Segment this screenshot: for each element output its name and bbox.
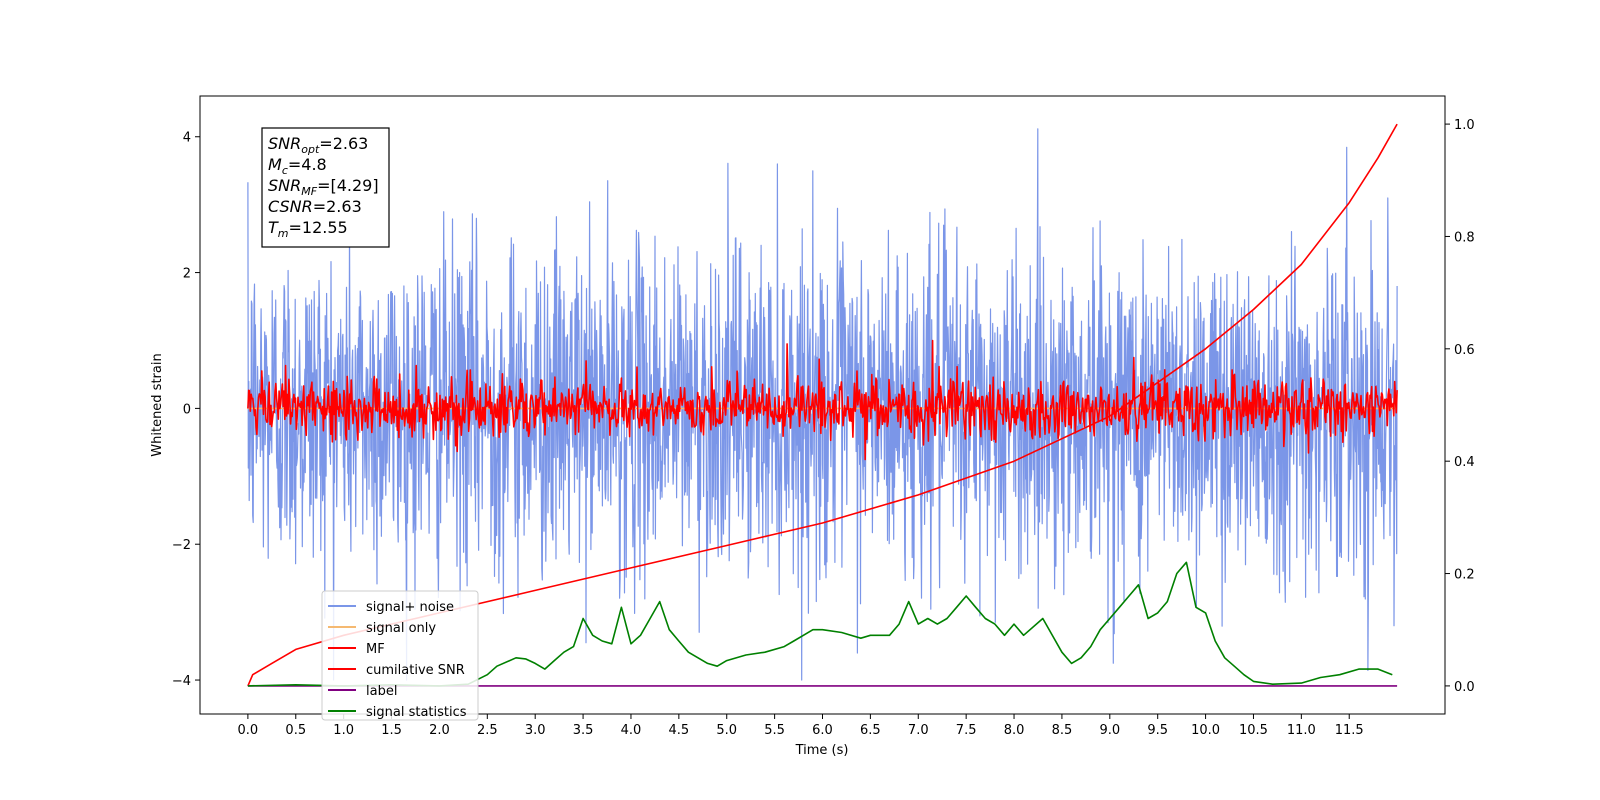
x-tick-label: 6.0: [812, 723, 833, 738]
legend-label: label: [366, 684, 397, 699]
x-tick-label: 0.5: [285, 723, 306, 738]
x-tick-label: 1.0: [333, 723, 354, 738]
y-left-tick-label: 2: [183, 267, 191, 282]
legend-frame: [321, 590, 479, 721]
annotation-line: SNRopt=2.63: [268, 134, 368, 156]
legend-items: signal+ noise signal only MF cumilative SNR…: [328, 600, 467, 720]
y-right-tick-label: 1.0: [1454, 118, 1475, 133]
x-axis: 0.0 0.5 1.0 1.5 2.0 2.5 3.0 3.5 4.0 4.5 5.0 5.5 6.0 6…: [238, 714, 1364, 738]
annotation-frame: [261, 127, 390, 248]
y-left-tick-label: 0: [183, 402, 191, 417]
x-tick-label: 10.5: [1239, 723, 1268, 738]
annotation-line: Tm=12.55: [268, 218, 348, 240]
legend-label: signal statistics: [366, 705, 467, 720]
x-tick-label: 1.5: [381, 723, 402, 738]
y-axis-left-label: Whitened strain: [150, 353, 165, 456]
series-line-signal-statistics: [247, 561, 1393, 687]
x-tick-label: 10.0: [1191, 723, 1220, 738]
annotation-line: Mc=4.8: [268, 155, 327, 177]
x-tick-label: 6.5: [860, 723, 881, 738]
x-tick-label: 4.5: [669, 723, 690, 738]
series-line-cumilative-snr: [247, 123, 1398, 687]
x-tick-label: 3.0: [525, 723, 546, 738]
y-right-tick-label: 0.6: [1454, 343, 1475, 358]
y-right-tick-label: 0.8: [1454, 230, 1475, 245]
y-right-tick-label: 0.2: [1454, 568, 1475, 583]
series-layer: [247, 123, 1398, 687]
x-tick-label: 2.0: [429, 723, 450, 738]
legend-label: signal+ noise: [366, 600, 454, 615]
y-axis-left: −4 −2 0 2 4: [172, 131, 200, 689]
annotation-line: SNRMF=[4.29]: [268, 176, 379, 198]
x-tick-label: 0.0: [238, 723, 259, 738]
x-tick-label: 5.5: [764, 723, 785, 738]
x-tick-label: 3.5: [573, 723, 594, 738]
x-tick-label: 9.0: [1099, 723, 1120, 738]
y-left-tick-label: −2: [172, 538, 191, 553]
y-left-tick-label: −4: [172, 674, 191, 689]
x-tick-label: 5.0: [716, 723, 737, 738]
y-right-tick-label: 0.0: [1454, 680, 1475, 695]
y-axis-right: 0.0 0.2 0.4 0.6 0.8 1.0: [1445, 118, 1475, 695]
legend-label: cumilative SNR: [366, 663, 465, 678]
x-tick-label: 11.5: [1335, 723, 1364, 738]
annotation-line: CSNR=2.63: [268, 197, 362, 216]
y-right-tick-label: 0.4: [1454, 455, 1475, 470]
legend-label: MF: [366, 642, 385, 657]
x-tick-label: 8.0: [1004, 723, 1025, 738]
x-tick-label: 2.5: [477, 723, 498, 738]
x-tick-label: 9.5: [1147, 723, 1168, 738]
legend: signal+ noise signal only MF cumilative SNR…: [321, 590, 479, 721]
x-tick-label: 7.5: [956, 723, 977, 738]
x-tick-label: 11.0: [1287, 723, 1316, 738]
x-tick-label: 7.0: [908, 723, 929, 738]
y-left-tick-label: 4: [183, 131, 191, 146]
x-tick-label: 8.5: [1052, 723, 1073, 738]
legend-label: signal only: [366, 621, 436, 636]
series-line-mf: [247, 339, 1398, 461]
x-axis-label: Time (s): [795, 743, 849, 758]
x-tick-label: 4.0: [621, 723, 642, 738]
